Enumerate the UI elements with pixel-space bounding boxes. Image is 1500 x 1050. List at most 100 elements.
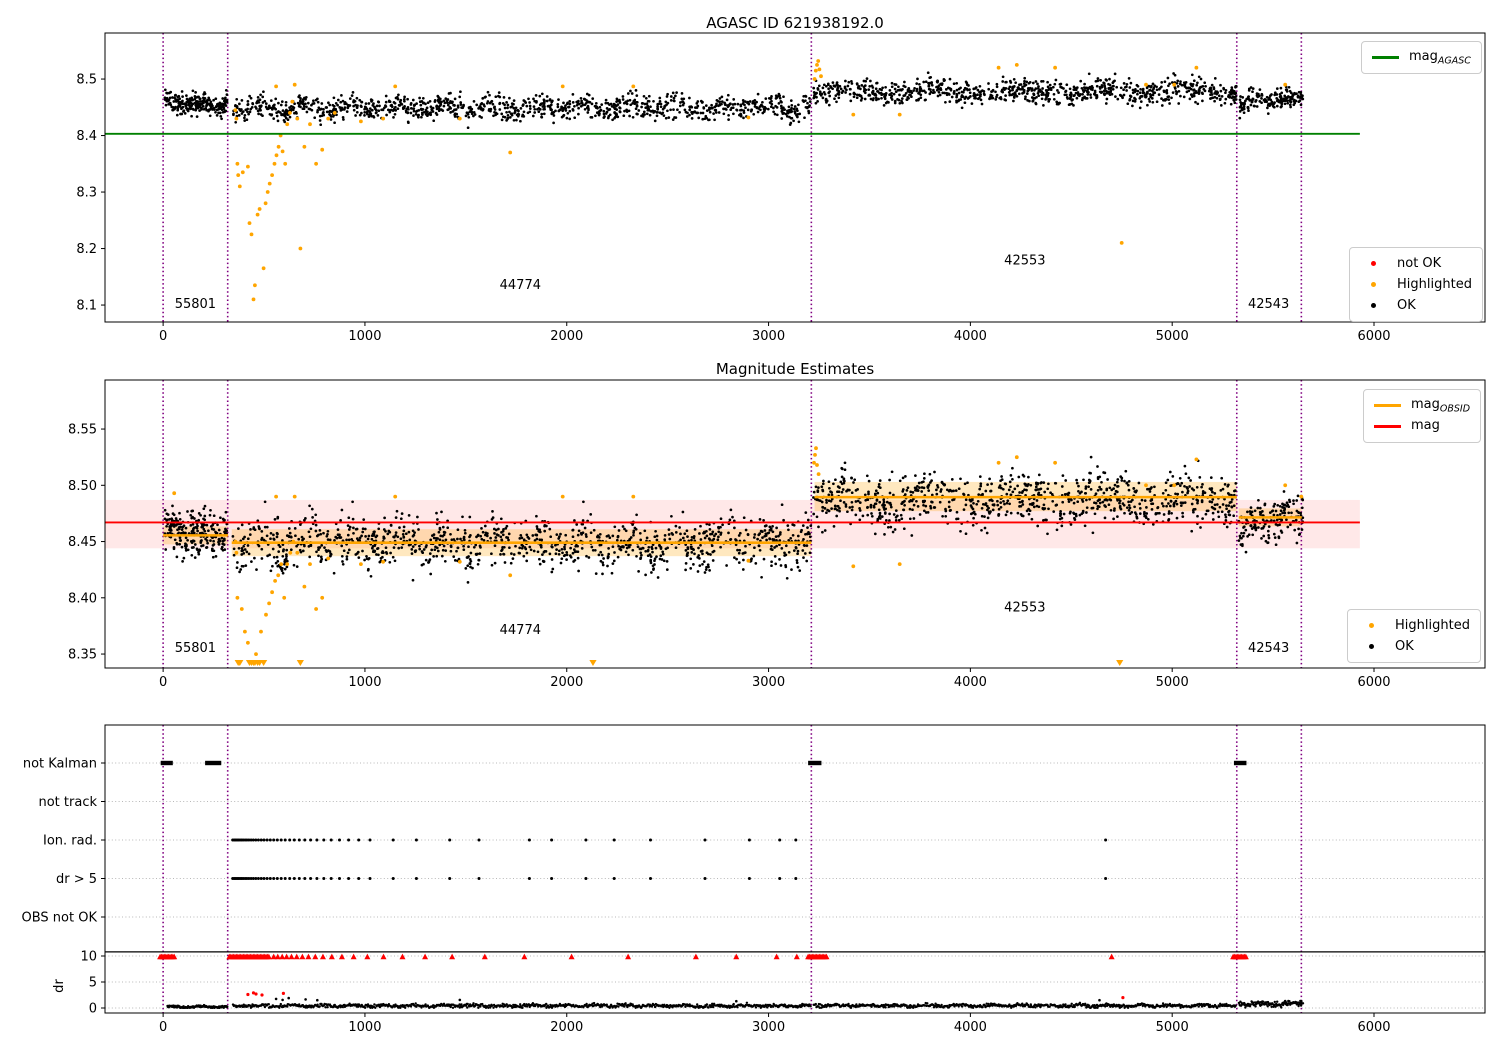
x-tick-label: 3000 [752,1020,785,1035]
y-tick-label: 8.2 [76,242,97,257]
legend-label: OK [1395,639,1414,654]
top-panel-title: AGASC ID 621938192.0 [706,14,884,32]
x-tick-label: 5000 [1156,675,1189,690]
legend-item: mag [1374,416,1470,437]
panel-frame [104,32,1486,323]
legend-dot-sample-ok [1371,303,1376,308]
x-tick-label: 6000 [1357,1020,1390,1035]
middle-panel-title: Magnitude Estimates [715,360,875,378]
legend-mid-lines: magOBSID mag [1363,389,1482,443]
x-tick-label: 4000 [954,675,987,690]
x-tick-label: 5000 [1156,329,1189,344]
dr-tick-label: 0 [89,1002,97,1017]
x-tick-label: 4000 [954,329,987,344]
magnitude-estimates-panel: 55801 44774 42553 42543 0 1000 2000 3000 4000 500… [68,379,1486,690]
legend-item: OK [1360,295,1472,316]
legend-label: mag [1411,417,1440,433]
legend-dot-sample-highlighted [1371,282,1376,287]
legend-mag-agasc: magAGASC [1361,41,1482,74]
legend-item: OK [1358,636,1470,657]
flag-row-label: Ion. rad. [43,834,97,849]
region-label: 55801 [175,641,216,656]
ok-scatter [163,71,1305,130]
dr-trace [166,996,1305,1009]
region-label: 55801 [175,297,216,312]
y-tick-label: 8.5 [76,73,97,88]
region-label: 42543 [1248,641,1289,656]
x-tick-label: 0 [159,329,167,344]
y-tick-label: 8.3 [76,186,97,201]
ok-scatter [163,455,1305,584]
x-tick-label: 2000 [550,329,583,344]
not-kalman-marks [160,760,1247,766]
legend-dot-sample-not-ok [1371,261,1376,266]
x-tick-label: 1000 [348,1020,381,1035]
magnitude-estimates-panel-plot-area: 55801 44774 42553 42543 [105,380,1360,668]
legend-label: Highlighted [1397,277,1472,292]
flags-dr-panel-plot-area [105,725,1485,1013]
legend-line-sample-mag [1374,425,1401,428]
legend-label: magOBSID [1411,396,1471,415]
legend-label: OK [1397,298,1416,313]
x-tick-label: 5000 [1156,1020,1189,1035]
dr-tick-label: 10 [80,950,97,965]
ion-rad-marks [231,838,1108,842]
legend-item: Highlighted [1358,615,1470,636]
clipped-low-markers [234,660,1124,666]
legend-line-sample [1372,56,1399,59]
region-label: 42543 [1248,297,1289,312]
y-tick-label: 8.55 [68,423,97,438]
dr-axis-label: dr [52,979,67,993]
region-label: 42553 [1004,600,1045,615]
flag-row-label: not Kalman [23,757,97,772]
y-tick-label: 8.50 [68,479,97,494]
flag-row-label: dr > 5 [56,872,97,887]
x-tick-label: 0 [159,1020,167,1035]
legend-dot-sample-ok [1369,644,1374,649]
dr-clipped-red-markers [157,953,1249,960]
region-label: 44774 [500,278,541,293]
y-tick-label: 8.35 [68,648,97,663]
x-tick-label: 3000 [752,329,785,344]
flag-row-label: not track [38,795,97,810]
legend-label: Highlighted [1395,618,1470,633]
legend-flags-top: not OK Highlighted OK [1349,247,1483,322]
x-tick-label: 4000 [954,1020,987,1035]
dr-red-points [246,991,1125,1000]
agasc-magnitude-panel-plot-area: 55801 44774 42553 42543 [105,33,1360,322]
legend-item: magAGASC [1372,47,1471,68]
y-tick-label: 8.4 [76,129,97,144]
legend-label: magAGASC [1409,48,1471,67]
dr-tick-label: 5 [89,976,97,991]
legend-flags-mid: Highlighted OK [1347,609,1481,663]
flag-row-label: OBS not OK [22,911,98,926]
x-tick-label: 1000 [348,675,381,690]
legend-item: Highlighted [1360,274,1472,295]
region-label: 42553 [1004,253,1045,268]
x-tick-label: 6000 [1357,329,1390,344]
x-tick-label: 2000 [550,675,583,690]
x-tick-label: 0 [159,675,167,690]
x-tick-label: 3000 [752,675,785,690]
x-tick-label: 2000 [550,1020,583,1035]
highlighted-scatter [233,59,1288,302]
agasc-magnitude-panel: 55801 44774 42553 42543 0 1000 2000 3000 4000 500… [76,32,1486,344]
legend-item: magOBSID [1374,395,1470,416]
legend-item: not OK [1360,253,1472,274]
legend-label: not OK [1397,256,1442,271]
legend-line-sample-obsid [1374,404,1401,407]
panel-frame [104,724,1486,1014]
x-tick-label: 6000 [1357,675,1390,690]
region-label: 44774 [500,623,541,638]
y-tick-label: 8.45 [68,535,97,550]
legend-dot-sample-highlighted [1369,623,1374,628]
highlighted-scatter [172,446,1304,656]
y-tick-label: 8.1 [76,299,97,314]
dr-gt5-marks [231,877,1108,880]
flags-dr-panel: 0 1000 2000 3000 4000 5000 6000 not Kalman not t… [22,724,1486,1035]
panel-frame [104,379,1486,669]
y-tick-label: 8.40 [68,591,97,606]
x-tick-label: 1000 [348,329,381,344]
